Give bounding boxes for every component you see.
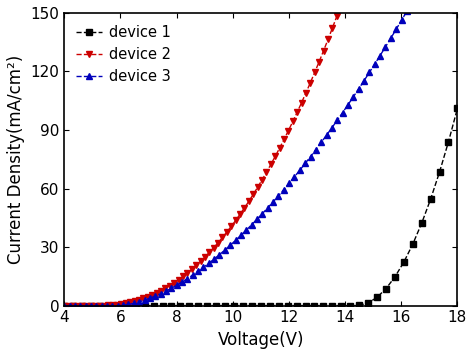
Y-axis label: Current Density(mA/cm²): Current Density(mA/cm²): [7, 55, 25, 264]
device 1: [142, 304, 147, 308]
device 1: [133, 304, 138, 308]
device 2: [242, 206, 247, 210]
device 1: [169, 304, 174, 308]
Legend: device 1, device 2, device 3: device 1, device 2, device 3: [72, 20, 176, 89]
device 3: [142, 298, 147, 302]
device 2: [176, 278, 182, 282]
device 1: [365, 301, 371, 305]
device 1: [97, 304, 103, 308]
device 1: [303, 304, 309, 308]
device 2: [198, 259, 203, 263]
device 1: [356, 303, 362, 308]
device 2: [338, 2, 344, 6]
Line: device 1: device 1: [61, 105, 461, 309]
device 1: [213, 304, 219, 308]
device 1: [231, 304, 237, 308]
Line: device 3: device 3: [61, 8, 410, 309]
device 1: [329, 304, 335, 308]
device 1: [267, 304, 273, 308]
device 1: [195, 304, 201, 308]
device 2: [237, 212, 243, 216]
device 1: [240, 304, 246, 308]
device 1: [285, 304, 291, 308]
device 1: [160, 304, 165, 308]
device 2: [215, 241, 221, 245]
X-axis label: Voltage(V): Voltage(V): [218, 331, 304, 349]
device 1: [401, 260, 407, 264]
device 1: [204, 304, 210, 308]
device 1: [249, 304, 255, 308]
device 1: [338, 304, 344, 308]
device 2: [97, 304, 102, 308]
device 1: [88, 304, 94, 308]
device 1: [151, 304, 156, 308]
device 1: [70, 304, 76, 308]
device 1: [320, 304, 326, 308]
device 1: [294, 304, 300, 308]
device 3: [393, 27, 399, 31]
Line: device 2: device 2: [61, 1, 345, 309]
device 1: [178, 304, 183, 308]
device 1: [276, 304, 282, 308]
device 1: [106, 304, 112, 308]
device 1: [437, 170, 442, 174]
device 1: [428, 197, 433, 201]
device 3: [206, 261, 211, 266]
device 1: [222, 304, 228, 308]
device 1: [62, 304, 67, 308]
device 1: [115, 304, 121, 308]
device 1: [383, 287, 389, 291]
device 1: [374, 295, 380, 299]
device 1: [410, 242, 416, 246]
device 3: [62, 304, 67, 308]
device 1: [311, 304, 317, 308]
device 3: [238, 233, 244, 237]
device 1: [258, 304, 264, 308]
device 2: [62, 304, 67, 308]
device 1: [419, 221, 425, 225]
device 3: [404, 9, 410, 13]
device 3: [163, 289, 169, 293]
device 1: [79, 304, 85, 308]
device 1: [347, 304, 353, 308]
device 3: [356, 87, 362, 91]
device 1: [446, 140, 451, 144]
device 1: [124, 304, 129, 308]
device 1: [392, 275, 398, 279]
device 1: [186, 304, 192, 308]
device 1: [455, 106, 460, 110]
